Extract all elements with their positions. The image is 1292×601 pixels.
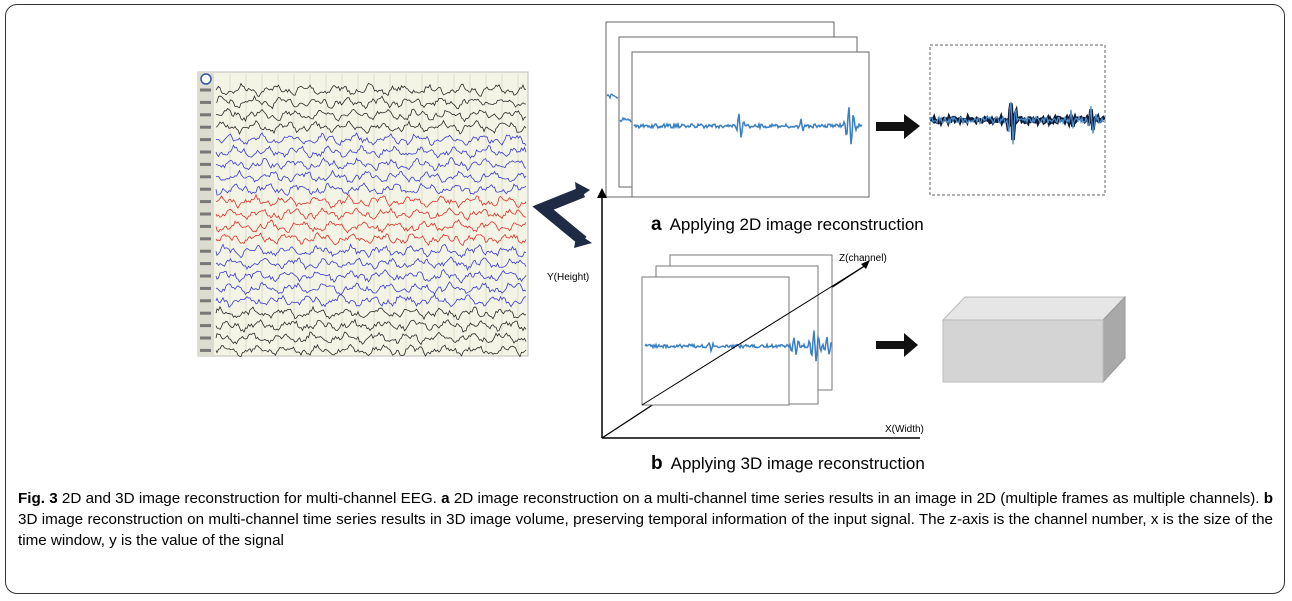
output-2d-image	[929, 44, 1106, 196]
branch-arrow-icon	[532, 182, 592, 248]
frames-2d	[605, 21, 870, 198]
signal-trace-back2	[619, 116, 632, 123]
eeg-traces	[200, 82, 527, 358]
axis-x-label: X(Width)	[885, 424, 924, 435]
signal-trace-2d	[633, 107, 863, 145]
arrow-right-icon	[876, 114, 920, 139]
caption-title: 2D and 3D image reconstruction for multi…	[57, 490, 442, 507]
frames-3d	[641, 254, 867, 406]
label-3d-reconstruction: b Applying 3D image reconstruction	[651, 453, 925, 474]
caption-fig-label: Fig. 3	[18, 490, 58, 507]
axis-y-label: Y(Height)	[547, 272, 590, 283]
signal-trace-3d	[644, 330, 833, 362]
axis-z-label: Z(channel)	[839, 253, 887, 264]
figure-caption: Fig. 3 2D and 3D image reconstruction fo…	[18, 490, 1273, 549]
output-3d-volume	[941, 295, 1127, 384]
eeg-panel	[197, 71, 529, 358]
label-2d-reconstruction: a Applying 2D image reconstruction	[651, 214, 924, 235]
arrow-right-icon	[876, 333, 918, 357]
signal-trace-back1	[606, 93, 619, 100]
eeg-target-icon	[200, 73, 212, 85]
